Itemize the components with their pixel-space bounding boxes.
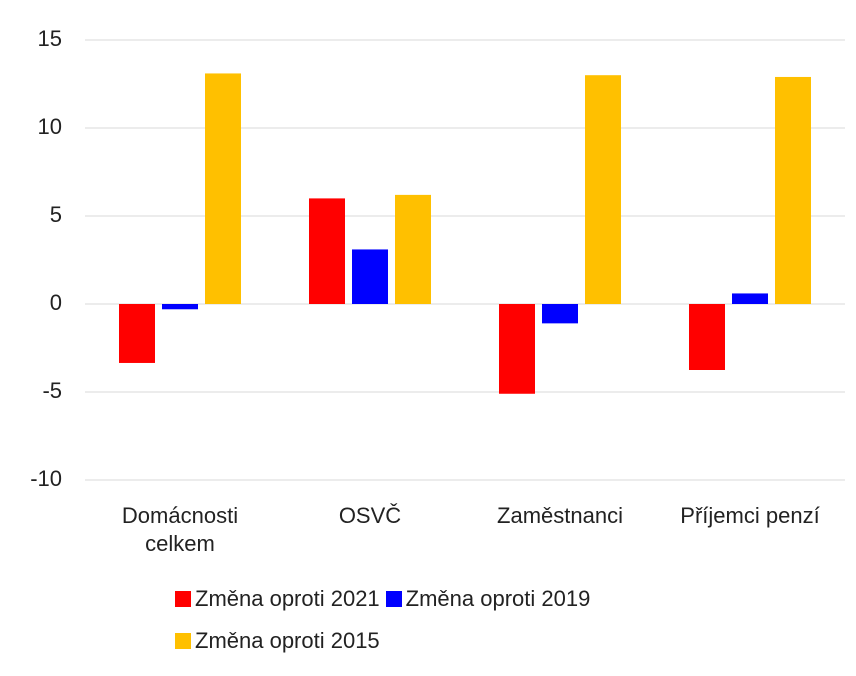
bar	[352, 249, 388, 304]
legend-swatch	[175, 591, 191, 607]
y-tick-label: 15	[38, 26, 62, 51]
y-tick-label: -5	[42, 378, 62, 403]
legend-label: Změna oproti 2021	[195, 586, 380, 611]
y-tick-label: 0	[50, 290, 62, 315]
bar	[542, 304, 578, 324]
bar	[499, 304, 535, 394]
bar	[395, 194, 431, 304]
legend-item: Změna oproti 2019	[385, 586, 591, 612]
bar	[585, 75, 621, 304]
legend-label: Změna oproti 2019	[405, 586, 591, 611]
bar	[775, 76, 811, 305]
bar	[732, 293, 768, 304]
legend-label: Změna oproti 2015	[195, 628, 380, 653]
legend-item: Změna oproti 2021	[175, 586, 380, 612]
x-tick-label: OSVČ	[338, 503, 402, 528]
x-tick-label: Příjemci penzí	[680, 503, 820, 528]
legend-item: Změna oproti 2015	[175, 628, 380, 654]
x-tick-label: Zaměstnanci	[497, 503, 623, 528]
legend-swatch	[175, 633, 191, 649]
bar	[309, 198, 345, 304]
bar	[119, 304, 155, 363]
y-tick-label: 5	[50, 202, 62, 227]
legend-swatch	[385, 591, 402, 607]
bar	[205, 73, 241, 304]
y-tick-label: 10	[38, 114, 62, 139]
bar	[689, 304, 725, 370]
legend: Změna oproti 2021 Změna oproti 2019 Změna …	[175, 586, 745, 654]
bar	[162, 304, 198, 310]
y-tick-label: -10	[30, 466, 62, 491]
x-tick-label: Domácnosti celkem	[121, 503, 239, 556]
